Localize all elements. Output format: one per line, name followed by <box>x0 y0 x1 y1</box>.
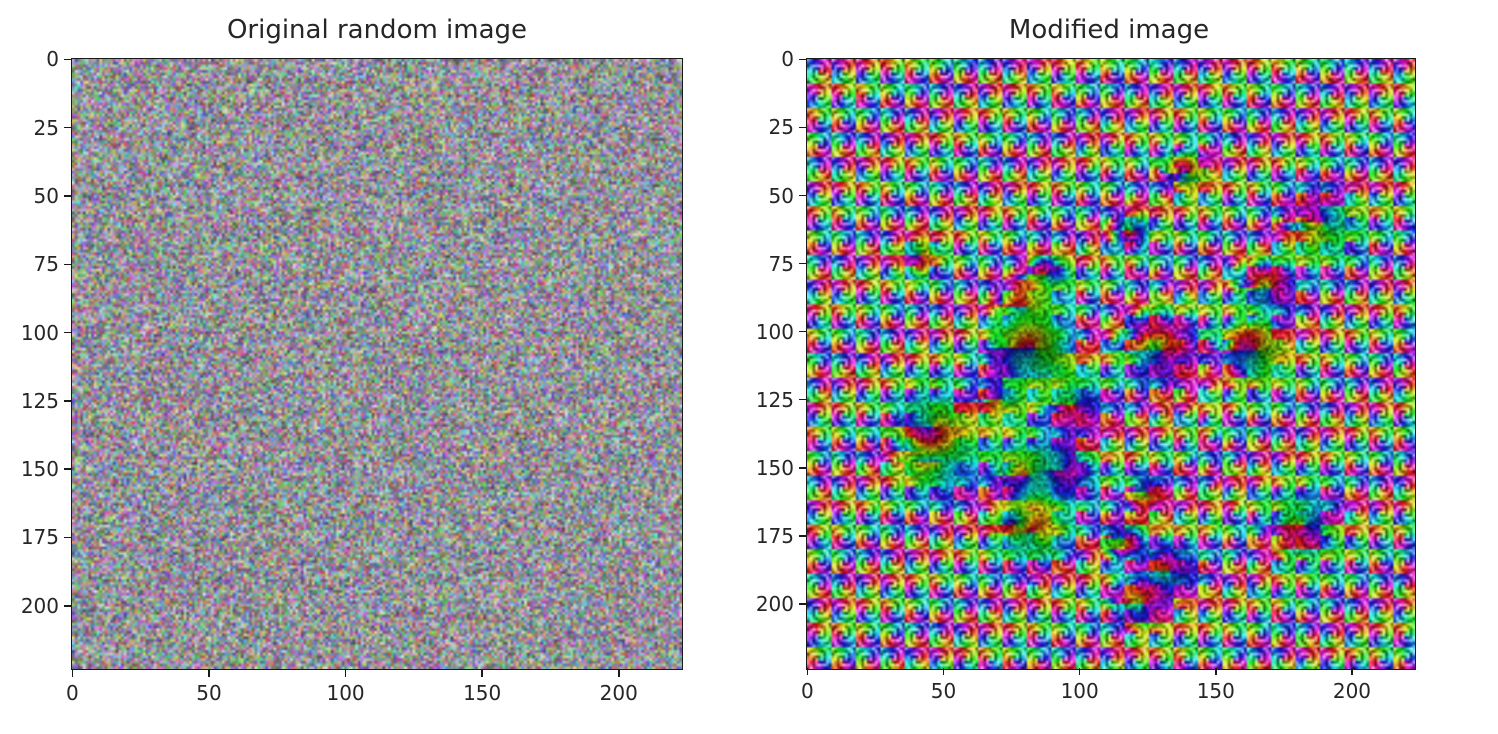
panel-title-modified: Modified image <box>1008 15 1210 45</box>
x-tick-label: 0 <box>65 681 79 705</box>
y-tick-mark <box>799 535 806 537</box>
y-tick-mark <box>799 330 806 333</box>
y-tick-mark <box>799 58 806 61</box>
y-tick-mark <box>799 126 806 129</box>
x-tick-mark <box>1215 668 1217 675</box>
x-tick-mark <box>942 668 945 675</box>
y-tick-label: 125 <box>20 388 59 413</box>
x-tick-mark <box>208 670 210 677</box>
y-tick-label: 25 <box>33 115 59 140</box>
y-tick-label: 100 <box>20 320 59 345</box>
y-tick-mark <box>64 126 71 129</box>
x-tick-label: 100 <box>326 681 365 705</box>
y-tick-mark <box>64 536 71 539</box>
panel-title-original: Original random image <box>226 15 528 45</box>
y-tick-mark <box>799 398 806 401</box>
y-tick-label: 50 <box>768 183 794 208</box>
modified-image-plot <box>806 58 1416 670</box>
x-tick-label: 200 <box>1332 679 1372 703</box>
y-tick-label: 200 <box>20 593 59 618</box>
y-tick-mark <box>64 331 71 334</box>
y-tick-mark <box>64 400 71 402</box>
modified-image-panel: Modified image 0 25 50 75 100 125 150 175 200 0 50… <box>740 0 1498 734</box>
x-tick-label: 150 <box>463 681 502 705</box>
y-tick-label: 0 <box>46 47 59 72</box>
y-tick-mark <box>64 468 71 470</box>
y-tick-mark <box>64 58 71 61</box>
y-tick-mark <box>799 194 806 197</box>
y-tick-label: 125 <box>755 387 794 412</box>
x-tick-label: 150 <box>1196 679 1235 703</box>
original-image-plot <box>71 58 683 670</box>
y-tick-mark <box>64 605 71 607</box>
y-tick-label: 25 <box>768 115 794 140</box>
y-tick-mark <box>799 262 806 265</box>
y-tick-mark <box>64 263 71 266</box>
y-tick-label: 150 <box>20 457 59 482</box>
y-tick-label: 75 <box>768 251 794 276</box>
x-tick-label: 0 <box>800 679 814 703</box>
y-tick-label: 150 <box>755 455 794 480</box>
x-tick-mark <box>71 670 74 677</box>
x-tick-mark <box>481 670 483 677</box>
x-tick-mark <box>806 668 809 675</box>
x-tick-mark <box>618 670 620 677</box>
y-tick-label: 50 <box>33 183 59 208</box>
original-random-image <box>72 59 682 669</box>
x-tick-label: 50 <box>930 679 957 703</box>
original-image-panel: Original random image 0 25 50 75 100 125 150 17… <box>0 0 740 734</box>
x-tick-mark <box>1351 668 1353 675</box>
x-tick-label: 200 <box>599 681 638 705</box>
y-tick-label: 200 <box>755 591 794 616</box>
y-tick-mark <box>799 603 806 605</box>
x-tick-label: 100 <box>1060 679 1099 703</box>
y-tick-label: 0 <box>781 47 794 72</box>
y-tick-mark <box>799 467 806 469</box>
y-tick-label: 100 <box>755 319 794 344</box>
y-tick-label: 175 <box>20 525 59 550</box>
x-tick-mark <box>344 670 347 677</box>
y-tick-mark <box>64 195 71 197</box>
y-tick-label: 175 <box>755 523 794 548</box>
modified-image <box>807 59 1415 669</box>
x-tick-mark <box>1078 668 1081 675</box>
x-tick-label: 50 <box>196 681 222 705</box>
y-tick-label: 75 <box>33 252 59 277</box>
